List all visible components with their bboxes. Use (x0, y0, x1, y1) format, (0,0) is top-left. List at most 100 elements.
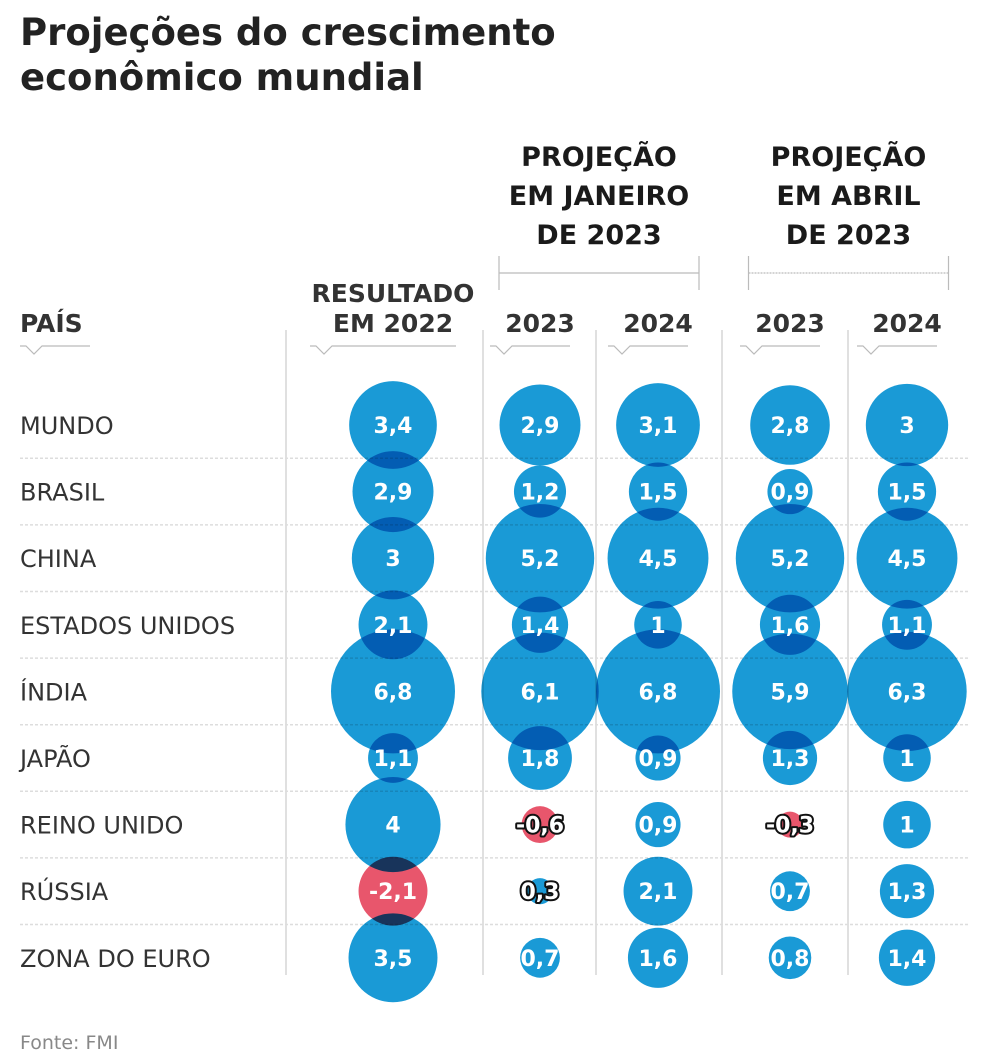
data-label: 1,5 (639, 481, 678, 506)
data-label: 3 (899, 414, 914, 439)
data-bubble (508, 726, 572, 790)
data-bubble (513, 465, 567, 518)
data-bubble (768, 936, 812, 980)
data-label: 1,1 (374, 747, 413, 772)
data-bubble (770, 871, 810, 912)
country-label: MUNDO (20, 412, 114, 440)
data-bubble (750, 385, 830, 465)
data-label: 1,4 (888, 947, 927, 972)
column-group-header: DE 2023 (786, 220, 911, 251)
data-label: 3,5 (374, 947, 413, 972)
data-label: 1,1 (888, 614, 927, 639)
country-label: ÍNDIA (20, 677, 88, 706)
data-label: 1 (650, 614, 665, 639)
data-label: -0,3 (766, 814, 814, 839)
data-bubble (628, 462, 688, 521)
data-bubble (883, 734, 931, 782)
data-label: 1,5 (888, 481, 927, 506)
column-header: 2024 (623, 309, 693, 338)
data-bubble (485, 503, 595, 613)
data-bubble (526, 878, 554, 905)
data-bubble (767, 469, 813, 515)
data-label: 3 (385, 547, 400, 572)
header-pointer-icon (740, 345, 820, 355)
data-label: 6,3 (888, 680, 927, 705)
data-bubble (776, 811, 804, 838)
column-group-header: PROJEÇÃO (771, 141, 927, 173)
data-bubble (348, 913, 438, 1003)
header-pointer-icon (608, 345, 688, 355)
column-header: 2023 (755, 309, 825, 338)
data-bubble (878, 929, 936, 986)
data-label: 4 (385, 814, 400, 839)
data-bubble (521, 806, 559, 844)
data-label: -2,1 (369, 880, 417, 905)
data-label: 5,9 (771, 680, 810, 705)
data-label: 0,9 (639, 747, 678, 772)
data-bubble (345, 777, 441, 873)
country-label: CHINA (20, 545, 97, 573)
column-header: 2023 (505, 309, 575, 338)
data-label: 1,4 (521, 614, 560, 639)
data-bubble (596, 629, 720, 754)
data-bubble (635, 735, 681, 781)
data-bubble (735, 503, 845, 613)
column-header: 2024 (872, 309, 942, 338)
country-label: BRASIL (20, 479, 105, 507)
data-label: -0,6 (516, 814, 564, 839)
column-group-header: DE 2023 (536, 220, 661, 251)
header-pointer-icon (490, 345, 570, 355)
data-label: 4,5 (639, 547, 678, 572)
data-bubble (351, 517, 435, 600)
data-label: 1 (899, 814, 914, 839)
data-bubble (331, 629, 455, 754)
column-header: EM 2022 (333, 309, 453, 338)
data-label: 1 (899, 747, 914, 772)
data-bubble (499, 384, 581, 466)
data-bubble (368, 733, 418, 783)
data-label: 1,3 (771, 747, 810, 772)
data-bubble (481, 632, 599, 751)
data-bubble (856, 507, 958, 609)
country-label: ZONA DO EURO (20, 945, 211, 973)
data-label: 3,1 (639, 414, 678, 439)
column-group-header: EM ABRIL (776, 181, 920, 212)
data-label: 0,3 (521, 880, 560, 905)
data-label: 1,8 (521, 747, 560, 772)
data-label: 2,1 (639, 880, 678, 905)
data-label: 5,2 (521, 547, 560, 572)
country-label: ESTADOS UNIDOS (20, 612, 235, 640)
data-label: 2,8 (771, 414, 810, 439)
data-label: 2,9 (374, 481, 413, 506)
data-label: 1,3 (888, 880, 927, 905)
data-label: 0,9 (639, 814, 678, 839)
data-bubble (607, 507, 709, 609)
column-header: RESULTADO (312, 279, 475, 308)
data-label: 2,9 (521, 414, 560, 439)
data-label: 0,7 (521, 947, 560, 972)
row-header: PAÍS (20, 309, 83, 338)
data-label: 3,4 (374, 414, 413, 439)
column-group-header: EM JANEIRO (509, 181, 689, 212)
data-bubble (616, 383, 700, 467)
data-label: 1,6 (771, 614, 810, 639)
data-bubble (877, 462, 937, 521)
data-bubble (352, 451, 434, 533)
data-bubble (627, 927, 689, 988)
data-bubble (847, 631, 967, 752)
chart-title-line: Projeções do crescimento (20, 11, 556, 54)
data-label: 0,9 (771, 481, 810, 506)
data-label: 6,8 (374, 680, 413, 705)
data-bubble (623, 856, 693, 926)
data-bubble (349, 381, 437, 469)
data-bubble (635, 802, 681, 848)
country-label: REINO UNIDO (20, 812, 183, 840)
data-bubble (883, 800, 931, 849)
country-label: JAPÃO (18, 743, 91, 773)
data-bubble (865, 383, 949, 467)
data-label: 5,2 (771, 547, 810, 572)
data-bubble (732, 633, 848, 750)
header-pointer-icon (310, 345, 456, 355)
data-label: 2,1 (374, 614, 413, 639)
data-bubble (879, 864, 935, 919)
